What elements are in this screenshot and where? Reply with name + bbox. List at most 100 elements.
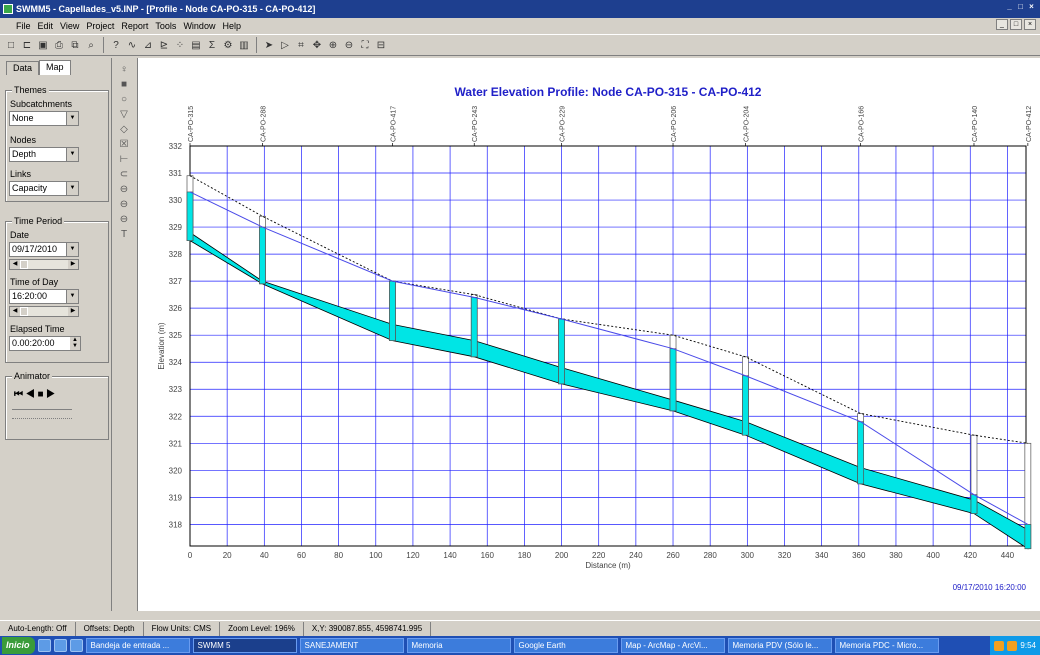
chevron-down-icon[interactable]: ▼ [66,112,78,125]
label-tool-icon[interactable]: T [120,229,128,240]
measure-icon[interactable]: ⊟ [376,40,386,51]
profile-icon[interactable]: ⊿ [143,40,153,51]
taskbar-item[interactable]: SANEJAMENT [299,638,404,653]
storage-tool-icon[interactable]: ☒ [119,139,129,150]
menu-edit[interactable]: Edit [37,21,54,31]
slider-thumb[interactable] [20,260,28,269]
open-icon[interactable]: ⊏ [22,40,32,51]
zoom-in-icon[interactable]: ⊕ [328,40,338,51]
options-icon[interactable]: ⚙ [223,40,233,51]
full-extent-icon[interactable]: ⛶ [361,40,369,51]
elapsed-time-field[interactable]: 0.00:20:00 ▲ ▼ [9,336,81,351]
save-icon[interactable]: ▣ [38,40,48,51]
table-icon[interactable]: ▤ [191,40,201,51]
maximize-button[interactable]: □ [1018,2,1023,11]
query-icon[interactable]: ? [113,40,119,51]
date-slider[interactable]: ◀ ▶ [9,259,79,270]
links-select[interactable]: Capacity ▼ [9,181,79,196]
divider-tool-icon[interactable]: ◇ [120,124,128,135]
zoom-out-icon[interactable]: ⊖ [344,40,354,51]
menu-file[interactable]: File [16,21,31,31]
vertex-icon[interactable]: ▷ [281,40,289,51]
node-label: CA-PO-166 [859,106,866,142]
chevron-down-icon[interactable]: ▼ [66,148,78,161]
pin-icon[interactable]: ♀ [120,64,128,75]
copy-icon[interactable]: ⧉ [71,40,79,51]
taskbar-item[interactable]: Memoria PDC - Micro... [834,638,939,653]
select-icon[interactable]: ➤ [264,40,274,51]
menu-report[interactable]: Report [121,21,149,31]
statistics-icon[interactable]: Σ [208,40,216,51]
time-slider[interactable]: ◀ ▶ [9,306,79,317]
date-select[interactable]: 09/17/2010 ▼ [9,242,79,257]
time-series-icon[interactable]: ⊵ [159,40,169,51]
chart-timestamp: 09/17/2010 16:20:00 [953,583,1027,592]
taskbar-item[interactable]: Bandeja de entrada ... [85,638,190,653]
conduit-tool-icon[interactable]: ⊢ [119,154,129,165]
menu-window[interactable]: Window [183,21,216,31]
auto-length-status[interactable]: Auto-Length: Off [0,621,76,636]
quick-launch-icon[interactable] [69,639,83,652]
menu-help[interactable]: Help [222,21,241,31]
weir-tool-icon[interactable]: ⊖ [119,199,129,210]
chevron-down-icon[interactable]: ▼ [66,182,78,195]
junction-tool-icon[interactable]: ○ [120,94,128,105]
minimize-button[interactable]: _ [1007,2,1012,11]
pump-tool-icon[interactable]: ⊂ [119,169,129,180]
animator-title: Animator [12,371,53,381]
child-restore-button[interactable]: □ [1010,19,1022,30]
taskbar-item[interactable]: Google Earth [513,638,618,653]
subcatchment-tool-icon[interactable]: ■ [120,79,128,90]
quick-launch-icon[interactable] [37,639,51,652]
tab-map[interactable]: Map [39,60,71,75]
arrow-left-icon[interactable]: ◀ [10,307,20,316]
find-icon[interactable]: ⌕ [88,40,94,51]
arrow-right-icon[interactable]: ▶ [68,307,78,316]
outfall-tool-icon[interactable]: ▽ [120,109,128,120]
tab-data[interactable]: Data [6,61,40,75]
chart-title: Water Elevation Profile: Node CA-PO-315 … [455,85,762,99]
taskbar-item[interactable]: Memoria PDV (Sólo le... [727,638,832,653]
flow-units-status[interactable]: Flow Units: CMS [144,621,221,636]
animator-speed-slider[interactable] [12,409,72,419]
child-close-button[interactable]: × [1024,19,1036,30]
map-icon[interactable]: ∿ [127,40,137,51]
arrow-left-icon[interactable]: ◀ [10,260,20,269]
taskbar-item[interactable]: Map - ArcMap - ArcVi... [620,638,725,653]
taskbar-item[interactable]: SWMM 5 [192,638,297,653]
pan-icon[interactable]: ✥ [312,40,322,51]
animator-controls[interactable]: ⏮ ◀ ■ ▶ [14,389,56,400]
x-tick-label: 40 [260,551,269,560]
arrange-icon[interactable]: ▥ [239,40,249,51]
subcatchments-select[interactable]: None ▼ [9,111,79,126]
tray-icon[interactable] [1007,640,1018,651]
start-button[interactable]: Inicio [2,637,35,654]
orifice-tool-icon[interactable]: ⊖ [119,184,129,195]
menu-project[interactable]: Project [86,21,115,31]
menu-tools[interactable]: Tools [155,21,177,31]
offsets-status[interactable]: Offsets: Depth [76,621,144,636]
profile-chart: Water Elevation Profile: Node CA-PO-315 … [157,85,1033,592]
chevron-down-icon[interactable]: ▼ [66,243,78,256]
node-water-fill [558,318,565,385]
region-icon[interactable]: ⌗ [298,40,304,51]
slider-thumb[interactable] [20,307,28,316]
menu-view[interactable]: View [60,21,80,31]
node-water-fill [470,297,478,358]
chevron-down-icon[interactable]: ▼ [66,290,78,303]
time-period-title: Time Period [12,216,65,226]
print-icon[interactable]: ⎙ [55,40,63,51]
outlet-tool-icon[interactable]: ⊖ [119,214,129,225]
nodes-select[interactable]: Depth ▼ [9,147,79,162]
tray-icon[interactable] [994,640,1005,651]
spinner-icon[interactable]: ▲ ▼ [70,337,80,350]
time-of-day-select[interactable]: 16:20:00 ▼ [9,289,79,304]
scatter-icon[interactable]: ⁘ [175,40,185,51]
close-button[interactable]: × [1029,2,1034,11]
x-tick-label: 260 [666,551,680,560]
arrow-right-icon[interactable]: ▶ [68,260,78,269]
new-file-icon[interactable]: □ [7,40,15,51]
child-minimize-button[interactable]: _ [996,19,1008,30]
quick-launch-icon[interactable] [53,639,67,652]
taskbar-item[interactable]: Memoria [406,638,511,653]
